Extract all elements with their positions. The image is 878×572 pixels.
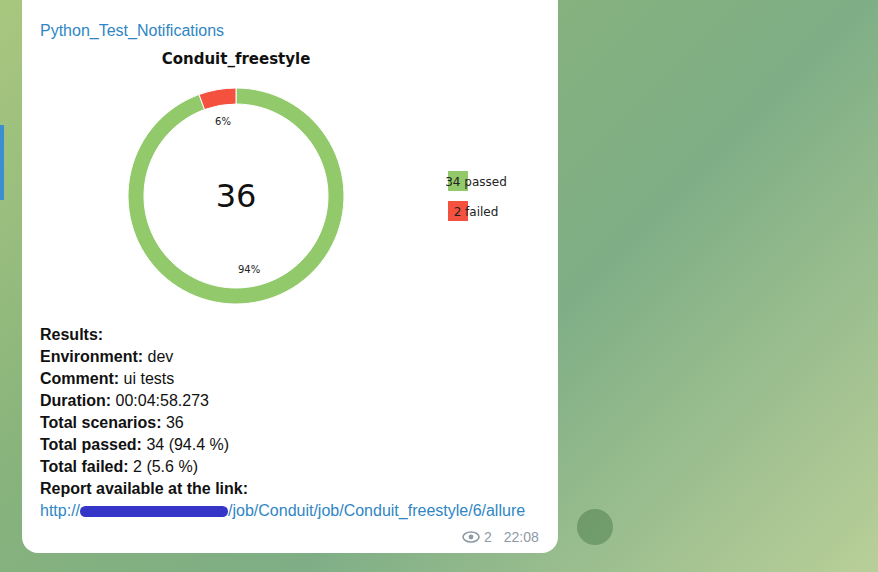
- html-text:Total passed: 34 (94.4 %): Total passed: 34 (94.4 %): [40, 436, 230, 453]
- svg-text:Conduit_freestyle: Conduit_freestyle: [162, 50, 311, 68]
- html-text:Comment: ui tests: Comment: ui tests: [40, 370, 175, 387]
- html-text:Duration: 00:04:58.273: Duration: 00:04:58.273: [40, 392, 209, 409]
- html-text:Report available at the link:: Report available at the link:: [40, 480, 249, 497]
- svg-text:2 failed: 2 failed: [454, 205, 499, 219]
- svg-text:94%: 94%: [238, 264, 260, 275]
- html-text:/job/Conduit/job/Conduit_frees: /job/Conduit/job/Conduit_freestyle/6/all…: [228, 502, 526, 519]
- html-text:Environment: dev: Environment: dev: [40, 348, 174, 365]
- html-text:Results:: Results:: [40, 326, 104, 343]
- svg-text:6%: 6%: [215, 116, 231, 127]
- html-text:Total scenarios: 36: Total scenarios: 36: [40, 414, 184, 431]
- html-text:2: 2: [484, 529, 492, 545]
- html-text:22:08: 22:08: [503, 529, 539, 545]
- svg-text:36: 36: [216, 177, 257, 215]
- html-text:Python_Test_Notifications: Python_Test_Notifications: [40, 22, 225, 39]
- html-text:http://: http://: [40, 502, 80, 519]
- svg-text:34 passed: 34 passed: [445, 175, 507, 189]
- html-text:Total failed: 2 (5.6 %): Total failed: 2 (5.6 %): [40, 458, 198, 475]
